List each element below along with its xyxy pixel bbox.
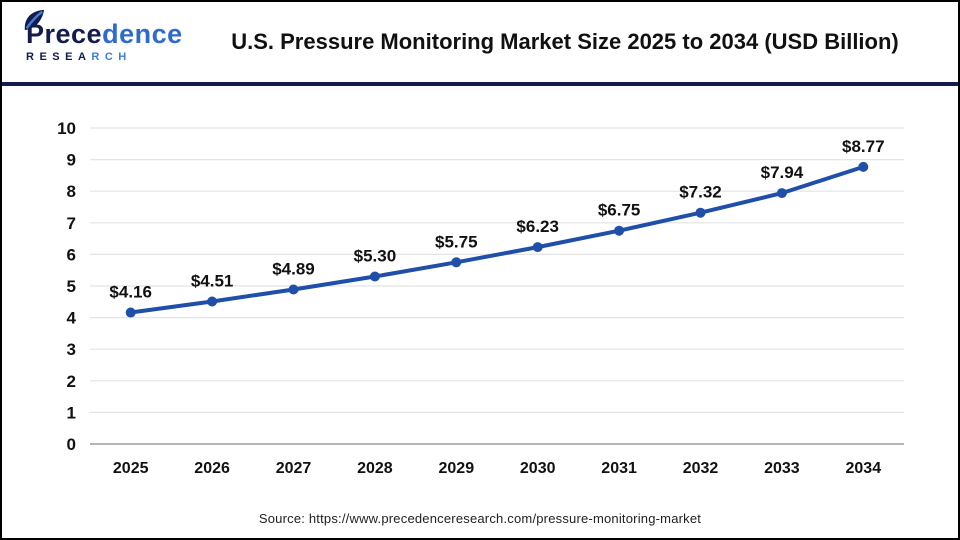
svg-text:$7.94: $7.94 [761,163,804,182]
svg-text:2030: 2030 [520,460,556,477]
svg-text:2026: 2026 [194,460,230,477]
svg-text:2032: 2032 [683,460,719,477]
brand-subname-part1: RESEA [26,51,92,63]
svg-text:4: 4 [67,309,77,328]
svg-text:0: 0 [67,435,76,454]
brand-subname-part2: RCH [91,51,132,63]
leaf-icon [23,8,45,37]
svg-text:$4.89: $4.89 [272,259,315,278]
svg-text:$5.30: $5.30 [354,247,397,266]
svg-text:$4.51: $4.51 [191,271,234,290]
brand-logo: Precedence RESEARCH [20,9,194,63]
svg-text:2027: 2027 [276,460,312,477]
svg-text:$8.77: $8.77 [842,137,885,156]
brand-name-part1: Prece [26,19,103,49]
brand-name-part2: dence [102,19,183,49]
svg-text:3: 3 [67,340,76,359]
brand-name: Precedence [24,9,194,49]
line-chart: 0 1 2 3 4 5 6 7 8 9 10 2025 2026 2027 2028 2029 2030 2031… [57,119,904,477]
svg-text:$6.23: $6.23 [516,217,559,236]
svg-text:2025: 2025 [113,460,149,477]
svg-text:9: 9 [67,151,76,170]
svg-text:$4.16: $4.16 [109,283,152,302]
svg-text:2034: 2034 [846,460,882,477]
svg-text:$6.75: $6.75 [598,201,641,220]
svg-text:2029: 2029 [439,460,475,477]
svg-text:7: 7 [67,214,76,233]
svg-text:2033: 2033 [764,460,800,477]
svg-text:2: 2 [67,372,76,391]
svg-text:5: 5 [67,277,76,296]
svg-text:1: 1 [67,403,76,422]
brand-subname: RESEARCH [26,51,194,63]
svg-text:8: 8 [67,182,76,201]
source-text: Source: https://www.precedenceresearch.c… [258,511,702,526]
svg-text:6: 6 [67,245,76,264]
svg-text:10: 10 [57,119,76,138]
svg-text:2031: 2031 [601,460,637,477]
svg-text:$5.75: $5.75 [435,232,478,251]
svg-text:2028: 2028 [357,460,393,477]
header: Precedence RESEARCH U.S. Pressure Monito… [2,2,958,86]
page-title: U.S. Pressure Monitoring Market Size 202… [231,29,899,55]
svg-text:$7.32: $7.32 [679,183,722,202]
chart-area: 0 1 2 3 4 5 6 7 8 9 10 2025 2026 2027 2028 2029 2030 2031… [2,90,958,494]
